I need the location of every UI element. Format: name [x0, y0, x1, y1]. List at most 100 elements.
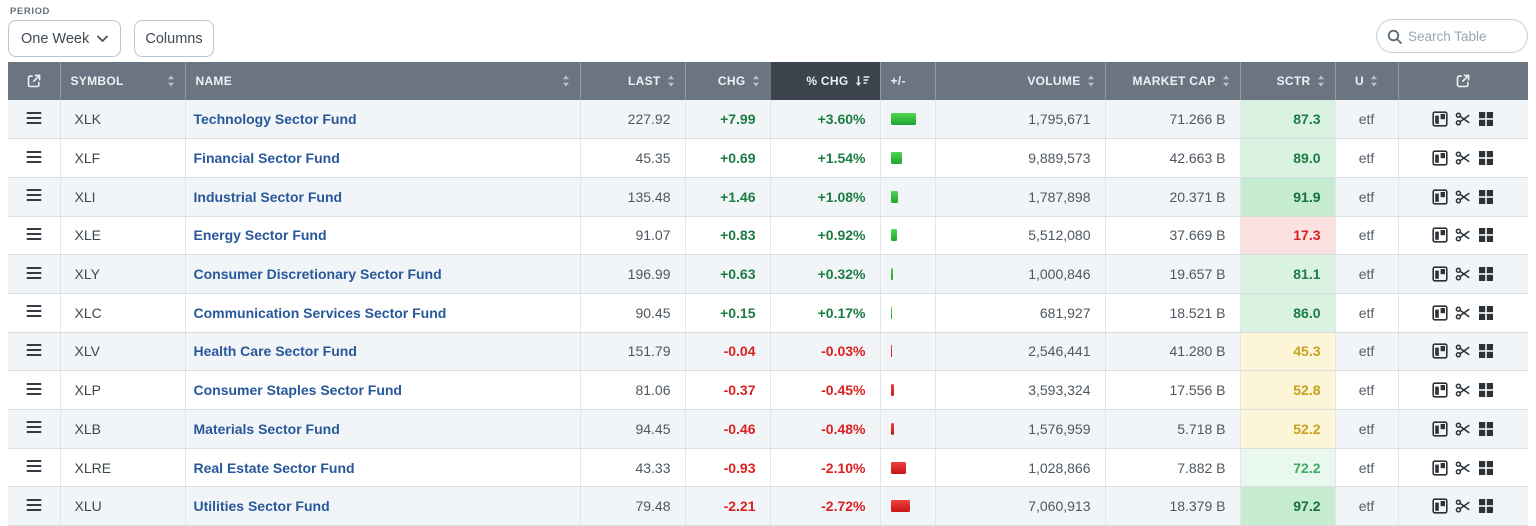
name-link[interactable]: Technology Sector Fund: [193, 111, 357, 128]
grid-icon[interactable]: [1478, 498, 1494, 514]
pct-chg-cell: -2.72%: [770, 486, 881, 526]
scissors-icon[interactable]: [1455, 111, 1471, 127]
last-cell: 135.48: [580, 177, 686, 217]
row-menu-button[interactable]: [8, 138, 61, 178]
grid-icon[interactable]: [1478, 150, 1494, 166]
grid-icon[interactable]: [1478, 189, 1494, 205]
row-menu-button[interactable]: [8, 100, 61, 140]
external-link-icon: [1456, 74, 1470, 88]
name-link[interactable]: Real Estate Sector Fund: [193, 459, 355, 476]
sctr-cell: 52.8: [1240, 370, 1336, 410]
grid-icon[interactable]: [1478, 460, 1494, 476]
mini-chart-icon[interactable]: [1432, 305, 1448, 321]
sctr-cell: 86.0: [1240, 293, 1336, 333]
chevron-down-icon: [97, 35, 108, 42]
mini-chart-icon[interactable]: [1432, 459, 1448, 476]
name-link[interactable]: Utilities Sector Fund: [193, 498, 330, 515]
header-u[interactable]: U: [1335, 62, 1399, 100]
scissors-icon[interactable]: [1455, 305, 1471, 321]
universe-cell: etf: [1335, 177, 1399, 217]
header-links[interactable]: [1398, 62, 1528, 100]
mini-chart-icon[interactable]: [1432, 150, 1448, 166]
table-row: XLY Consumer Discretionary Sector Fund 1…: [8, 254, 1528, 294]
header-pct-chg[interactable]: % CHG: [770, 62, 881, 100]
mini-chart-icon[interactable]: [1432, 343, 1448, 360]
universe-cell: etf: [1335, 448, 1399, 488]
header-expand[interactable]: [8, 62, 61, 100]
name-link[interactable]: Financial Sector Fund: [193, 150, 340, 167]
pct-chg-cell: -2.10%: [770, 448, 881, 488]
last-cell: 227.92: [580, 100, 686, 140]
header-chg[interactable]: CHG: [685, 62, 771, 100]
row-menu-button[interactable]: [8, 216, 61, 256]
name-link[interactable]: Materials Sector Fund: [193, 420, 340, 437]
volume-cell: 9,889,573: [935, 138, 1106, 178]
name-link[interactable]: Industrial Sector Fund: [193, 188, 343, 205]
symbol-cell: XLK: [60, 100, 186, 140]
grid-icon[interactable]: [1478, 343, 1494, 359]
row-menu-button[interactable]: [8, 177, 61, 217]
row-menu-button[interactable]: [8, 332, 61, 372]
scissors-icon[interactable]: [1455, 150, 1471, 166]
row-menu-button[interactable]: [8, 486, 61, 526]
row-menu-button[interactable]: [8, 409, 61, 449]
symbol-cell: XLY: [60, 254, 186, 294]
grid-icon[interactable]: [1478, 266, 1494, 282]
market-cap-cell: 18.521 B: [1105, 293, 1241, 333]
mini-chart-icon[interactable]: [1432, 266, 1448, 282]
search-input[interactable]: [1408, 28, 1517, 44]
mini-chart-icon[interactable]: [1432, 421, 1448, 437]
scissors-icon[interactable]: [1455, 266, 1471, 282]
last-cell: 196.99: [580, 254, 686, 294]
last-cell: 43.33: [580, 448, 686, 488]
row-menu-button[interactable]: [8, 370, 61, 410]
volume-cell: 3,593,324: [935, 370, 1106, 410]
name-link[interactable]: Energy Sector Fund: [193, 227, 327, 244]
scissors-icon[interactable]: [1455, 498, 1471, 514]
grid-icon[interactable]: [1478, 111, 1494, 127]
hamburger-menu-icon: [26, 189, 42, 202]
name-link[interactable]: Consumer Discretionary Sector Fund: [193, 266, 442, 283]
columns-button[interactable]: Columns: [134, 20, 214, 57]
header-last[interactable]: LAST: [580, 62, 686, 100]
universe-cell: etf: [1335, 409, 1399, 449]
grid-icon[interactable]: [1478, 305, 1494, 321]
symbol-cell: XLP: [60, 370, 186, 410]
period-select[interactable]: One Week: [8, 20, 121, 57]
scissors-icon[interactable]: [1455, 460, 1471, 476]
row-menu-button[interactable]: [8, 293, 61, 333]
mini-chart-icon[interactable]: [1432, 189, 1448, 205]
name-link[interactable]: Consumer Staples Sector Fund: [193, 382, 402, 399]
header-market-cap[interactable]: MARKET CAP: [1105, 62, 1241, 100]
header-sctr[interactable]: SCTR: [1240, 62, 1336, 100]
row-menu-button[interactable]: [8, 448, 61, 488]
change-bar: [890, 345, 892, 358]
sort-icon: [1370, 75, 1377, 87]
header-name[interactable]: NAME: [185, 62, 581, 100]
sctr-cell: 97.2: [1240, 486, 1336, 526]
scissors-icon[interactable]: [1455, 343, 1471, 359]
header-symbol[interactable]: SYMBOL: [60, 62, 186, 100]
header-plus-minus[interactable]: +/-: [880, 62, 936, 100]
hamburger-menu-icon: [26, 343, 42, 356]
symbol-cell: XLV: [60, 332, 186, 372]
scissors-icon[interactable]: [1455, 421, 1471, 437]
universe-cell: etf: [1335, 293, 1399, 333]
name-link[interactable]: Communication Services Sector Fund: [193, 304, 447, 321]
mini-chart-icon[interactable]: [1432, 227, 1448, 244]
scissors-icon[interactable]: [1455, 189, 1471, 205]
mini-chart-icon[interactable]: [1432, 498, 1448, 514]
scissors-icon[interactable]: [1455, 227, 1471, 243]
name-link[interactable]: Health Care Sector Fund: [193, 343, 357, 360]
row-menu-button[interactable]: [8, 254, 61, 294]
grid-icon[interactable]: [1478, 227, 1494, 243]
grid-icon[interactable]: [1478, 421, 1494, 437]
mini-chart-icon[interactable]: [1432, 111, 1448, 127]
change-bar: [890, 268, 893, 281]
mini-chart-icon[interactable]: [1432, 382, 1448, 398]
sort-icon: [667, 75, 674, 87]
header-volume[interactable]: VOLUME: [935, 62, 1106, 100]
scissors-icon[interactable]: [1455, 382, 1471, 398]
grid-icon[interactable]: [1478, 382, 1494, 398]
universe-cell: etf: [1335, 254, 1399, 294]
